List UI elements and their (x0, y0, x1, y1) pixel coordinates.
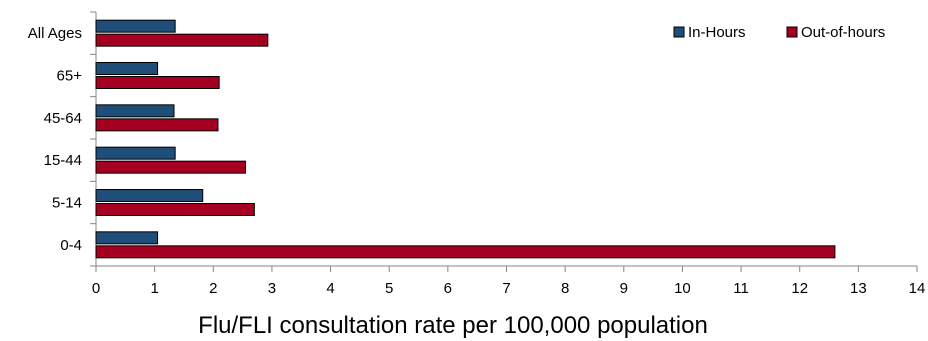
x-tick-label: 9 (620, 280, 628, 297)
legend-swatch (786, 26, 798, 38)
x-tick-label: 13 (850, 280, 867, 297)
bar-out-of-hours (95, 76, 220, 89)
bar-out-of-hours (95, 203, 255, 216)
x-tick-label: 3 (268, 280, 276, 297)
bar-out-of-hours (95, 160, 247, 174)
category-label: 45-64 (44, 110, 82, 127)
category-label: 65+ (57, 68, 83, 85)
bar-out-of-hours (95, 33, 269, 47)
x-tick-label: 2 (209, 280, 217, 297)
x-axis-title: Flu/FLI consultation rate per 100,000 po… (198, 312, 708, 339)
x-axis-ticks: 0 1 2 3 4 5 6 7 8 9 10 11 12 13 14 (92, 266, 926, 297)
x-tick-label: 11 (733, 280, 749, 297)
category-label: 0-4 (60, 237, 82, 254)
x-tick-label: 10 (674, 280, 691, 297)
legend-swatch (673, 26, 685, 38)
bar-in-hours (95, 146, 176, 160)
x-tick-label: 4 (326, 280, 334, 297)
category-label: All Ages (28, 25, 82, 42)
bar-in-hours (95, 189, 204, 202)
bar-out-of-hours (95, 245, 836, 259)
category-label: 15-44 (44, 152, 82, 169)
chart-axes (90, 11, 917, 267)
y-axis-labels: All Ages 65+ 45-64 15-44 5-14 0-4 (28, 25, 82, 254)
category-label: 5-14 (52, 195, 82, 212)
x-tick-label: 0 (92, 280, 100, 297)
legend-label: In-Hours (688, 24, 746, 41)
x-tick-label: 1 (150, 280, 158, 297)
bar-in-hours (95, 231, 159, 245)
x-tick-label: 6 (444, 280, 452, 297)
chart-legend: In-Hours Out-of-hours (673, 24, 885, 41)
bar-in-hours (95, 62, 159, 75)
bar-in-hours (95, 104, 175, 118)
chart-bars (95, 19, 836, 259)
legend-label: Out-of-hours (801, 24, 885, 41)
x-tick-label: 7 (502, 280, 510, 297)
x-tick-label: 12 (791, 280, 808, 297)
x-tick-label: 5 (385, 280, 393, 297)
x-tick-label: 14 (909, 280, 926, 297)
x-tick-label: 8 (561, 280, 569, 297)
bar-out-of-hours (95, 118, 219, 132)
bar-in-hours (95, 19, 176, 33)
